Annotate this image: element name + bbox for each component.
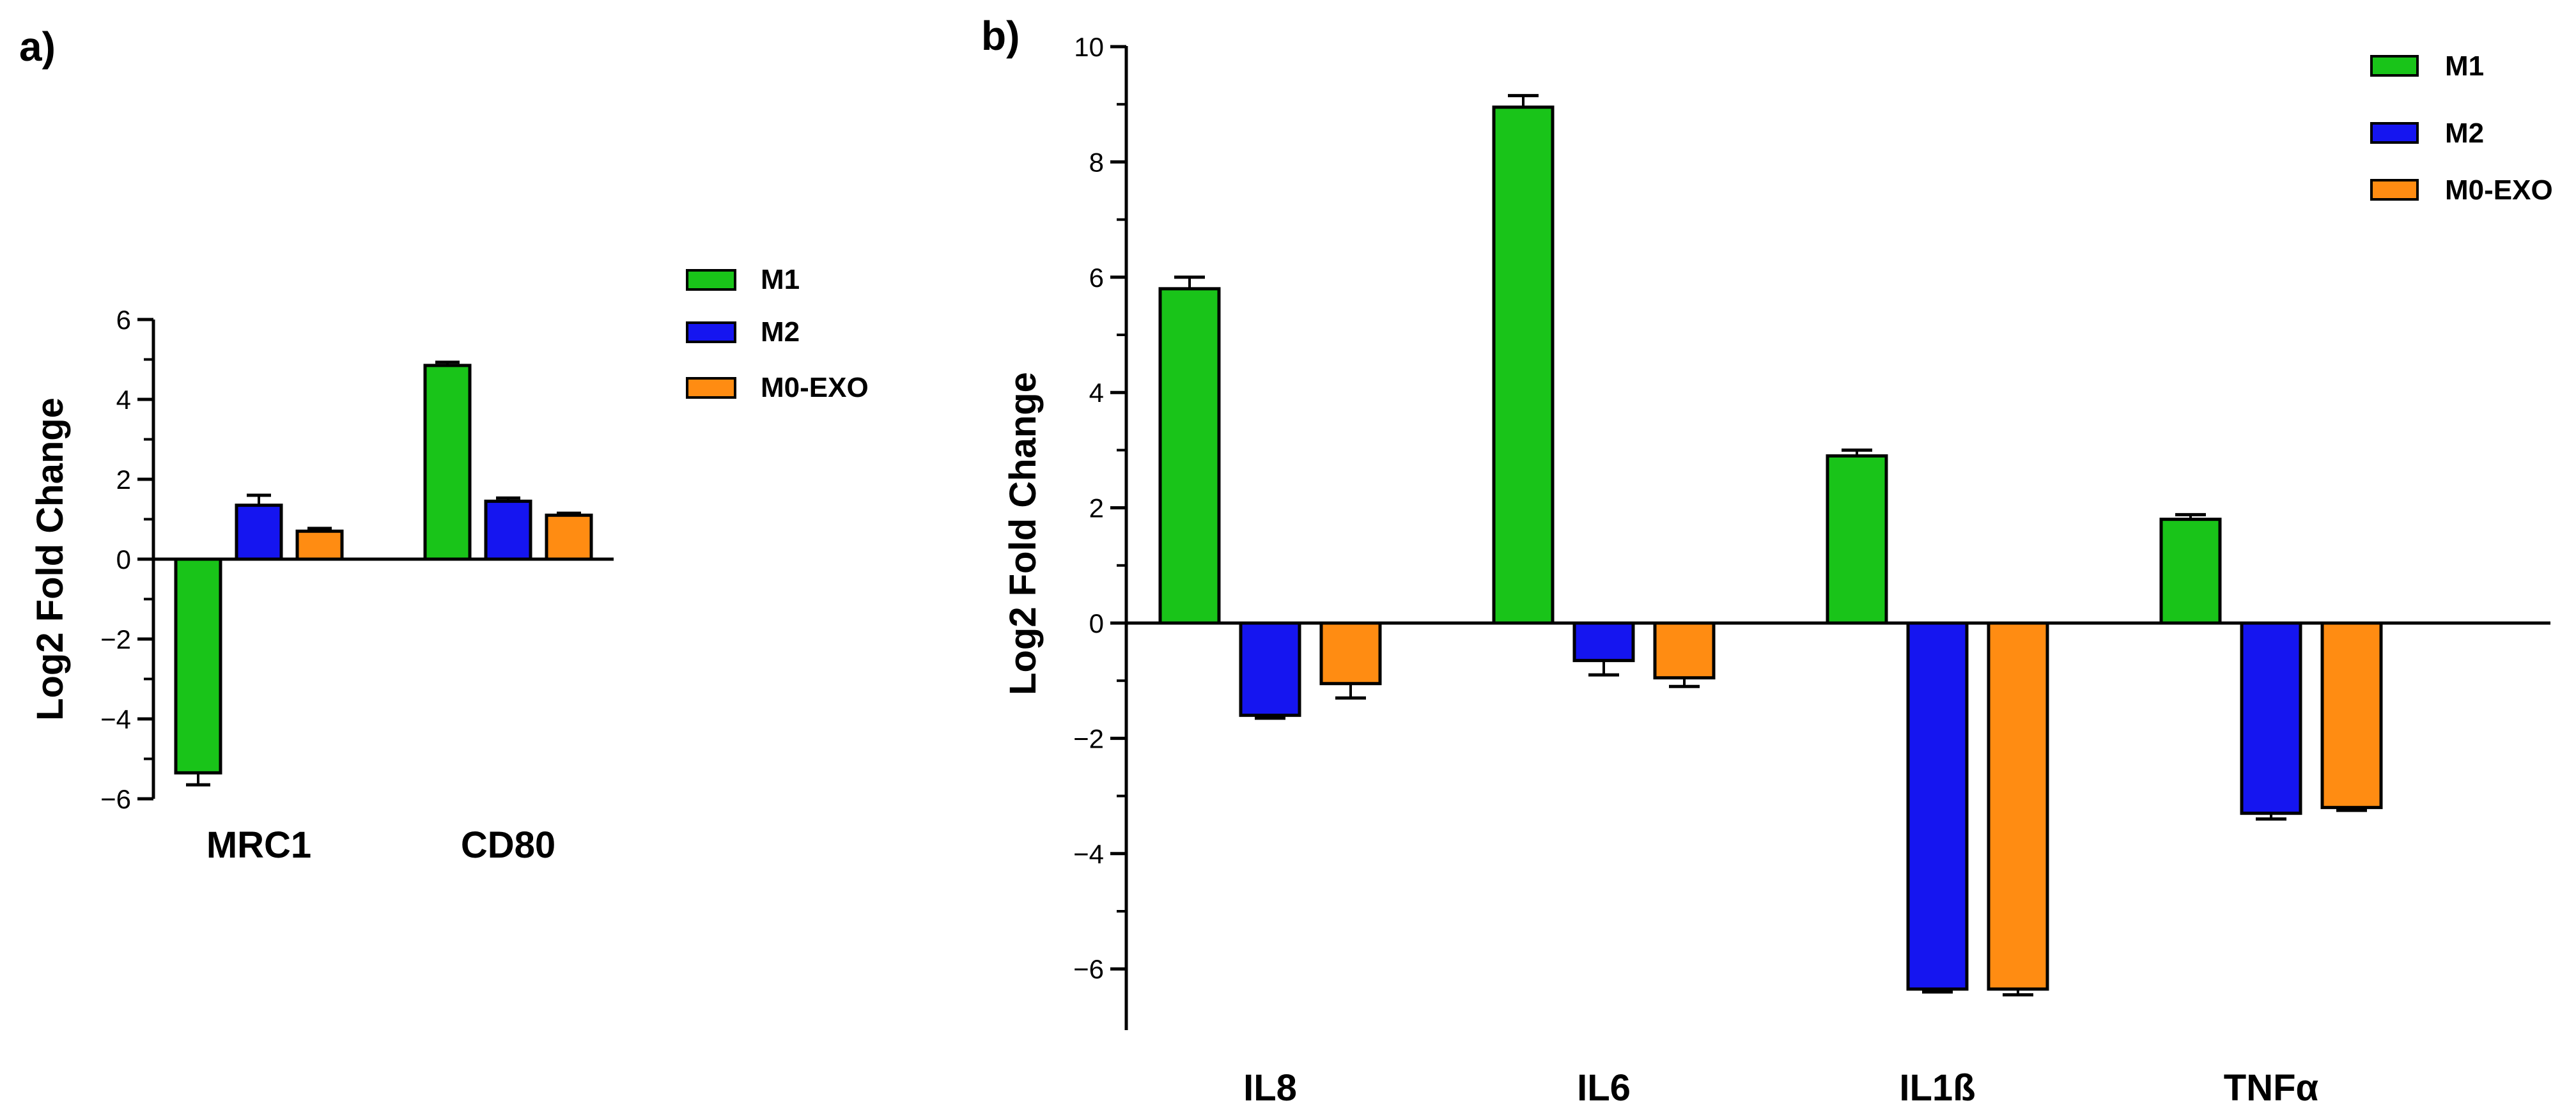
panel-b-ylabel: Log2 Fold Change: [1002, 372, 1044, 695]
legend-a-swatch-m2: [686, 321, 736, 343]
panel-b-x-axis: IL8 IL6 IL1ß TNFα: [1243, 1067, 2318, 1109]
b-bar-il8-m0exo: [1319, 621, 1382, 686]
a-ytick-label-1: −4: [100, 704, 131, 734]
b-bar-il6-m0exo: [1653, 621, 1716, 680]
b-bar-il1-m2: [1906, 621, 1969, 991]
legend-a-swatch-m0exo: [686, 377, 736, 399]
b-ytick-label-6: 6: [1089, 263, 1104, 293]
panel-a-x-axis: MRC1 CD80: [206, 824, 555, 866]
b-ytick-label-2: −2: [1073, 723, 1104, 753]
b-category-il1: IL1ß: [1899, 1067, 1975, 1109]
b-bar-il8-m2: [1239, 621, 1301, 717]
panel-a-ylabel: Log2 Fold Change: [29, 397, 71, 721]
legend-b-swatch-m0exo: [2370, 179, 2419, 201]
legend-b-label-m1: M1: [2445, 50, 2484, 82]
a-bar-cd80-m1: [423, 364, 472, 561]
b-bar-tnf-m1: [2159, 518, 2222, 625]
a-ytick-label-6: 6: [116, 305, 131, 335]
b-ytick-label-4: 2: [1089, 493, 1104, 523]
legend-b-label-m0exo: M0-EXO: [2445, 174, 2553, 206]
b-ytick-label-1: −4: [1073, 839, 1104, 869]
b-bar-il8-m1: [1158, 287, 1221, 625]
a-ytick-label-3: 0: [116, 544, 131, 574]
panel-b-y-axis: −6 −4 −2 0 2 4 6 8 10: [1073, 32, 1126, 984]
b-ytick-label-0: −6: [1073, 954, 1104, 984]
panel-b-legend: M1 M2 M0-EXO: [2370, 50, 2553, 206]
a-bar-cd80-m0exo: [545, 513, 593, 561]
a-bar-mrc1-m1: [174, 557, 222, 775]
b-ytick-label-5: 4: [1089, 378, 1104, 408]
legend-b-swatch-m1: [2370, 55, 2419, 77]
b-bar-il6-m1: [1492, 105, 1555, 625]
panel-b: b) Log2 Fold Change −6 −4 −2 0 2 4 6 8 10 IL8 IL6…: [981, 13, 2553, 1109]
a-ytick-label-2: −2: [100, 624, 131, 654]
a-ytick-label-5: 4: [116, 385, 131, 415]
b-bar-il6-m2: [1572, 621, 1635, 663]
b-category-il6: IL6: [1577, 1067, 1631, 1109]
legend-b-label-m2: M2: [2445, 118, 2484, 149]
legend-b-swatch-m2: [2370, 122, 2419, 144]
a-ytick-label-0: −6: [100, 784, 131, 814]
b-category-tnf: TNFα: [2224, 1067, 2319, 1109]
legend-a-label-m1: M1: [761, 264, 800, 295]
b-bar-il1-m1: [1826, 454, 1888, 625]
panel-a-label: a): [19, 24, 56, 70]
panel-b-label: b): [981, 13, 1020, 59]
b-category-il8: IL8: [1243, 1067, 1297, 1109]
a-bar-mrc1-m0exo: [295, 529, 344, 561]
b-ytick-label-8: 10: [1074, 32, 1104, 62]
panel-b-bars: [1158, 94, 2383, 997]
legend-a-label-m2: M2: [761, 316, 800, 348]
b-ytick-label-3: 0: [1089, 608, 1104, 638]
a-category-mrc1: MRC1: [206, 824, 311, 866]
a-category-cd80: CD80: [461, 824, 555, 866]
legend-a-label-m0exo: M0-EXO: [761, 372, 869, 403]
panel-a-legend: M1 M2 M0-EXO: [686, 264, 869, 403]
b-ytick-label-7: 8: [1089, 147, 1104, 177]
legend-a-swatch-m1: [686, 269, 736, 291]
b-bar-tnf-m0exo: [2320, 621, 2383, 810]
a-bar-cd80-m2: [484, 499, 532, 561]
b-bar-il1-m0exo: [1987, 621, 2049, 991]
panel-a-y-axis: −6 −4 −2 0 2 4 6: [100, 305, 153, 814]
panel-a-bars: [174, 360, 593, 787]
b-bar-tnf-m2: [2240, 621, 2302, 815]
a-bar-mrc1-m2: [235, 504, 283, 561]
a-ytick-label-4: 2: [116, 465, 131, 495]
